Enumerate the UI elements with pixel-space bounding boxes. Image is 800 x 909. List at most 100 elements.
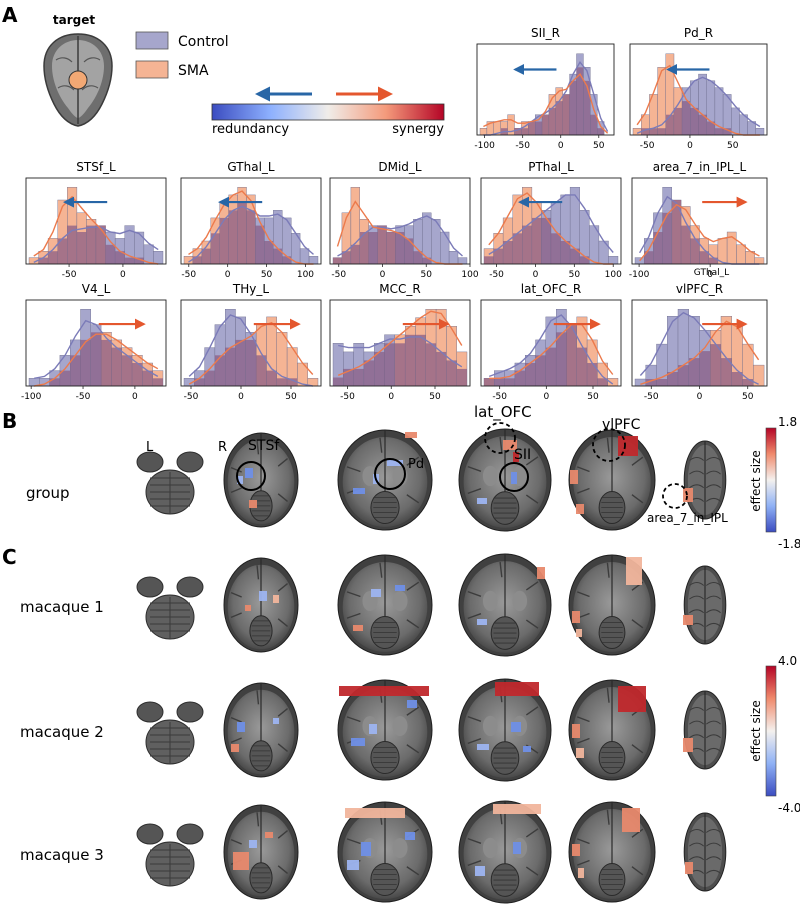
hist-bar-overlap xyxy=(576,347,588,386)
hist-bar-overlap xyxy=(287,378,298,386)
effect-voxel xyxy=(537,567,545,579)
brain-slice-mid xyxy=(337,801,433,903)
effect-voxel xyxy=(273,718,279,724)
hist-bar-overlap xyxy=(115,251,125,264)
colorbar-right-label: synergy xyxy=(392,122,444,137)
hist-bar-overlap xyxy=(587,363,598,386)
hist-tick-label: 50 xyxy=(421,270,433,280)
hist-tick-label: -50 xyxy=(489,270,504,280)
hist-bar-overlap xyxy=(363,360,375,386)
kde-control-line xyxy=(488,314,614,385)
hist-bar-overlap xyxy=(742,379,754,386)
hist-bar-overlap xyxy=(690,107,699,135)
effect-voxel xyxy=(477,744,489,750)
effect-voxel xyxy=(259,591,267,601)
hist-tick-label: 50 xyxy=(593,141,605,151)
effect-voxel xyxy=(477,498,487,504)
effect-voxel xyxy=(339,686,429,696)
effect-voxel xyxy=(249,840,257,848)
macaque-3-label: macaque 3 xyxy=(20,846,104,864)
hist-bar-overlap xyxy=(446,360,457,386)
hist-tick-label: 50 xyxy=(569,270,581,280)
hist-bar-overlap xyxy=(562,94,570,135)
hist-bar-overlap xyxy=(456,368,467,386)
effect-voxel xyxy=(405,432,417,438)
hist-bar-overlap xyxy=(699,251,709,264)
histogram-dmid-l: DMid_L -50 0 50 100 xyxy=(329,160,479,280)
hist-title: vlPFC_R xyxy=(676,282,723,296)
kde-sma-line xyxy=(337,310,463,376)
brain-slice-mid xyxy=(337,554,433,656)
hist-bar-overlap xyxy=(597,378,608,386)
hist-bar-overlap xyxy=(721,358,732,386)
hist-bar-overlap xyxy=(204,370,215,386)
hist-bar-overlap xyxy=(121,355,133,386)
hist-bar-overlap xyxy=(333,257,342,264)
hist-title: lat_OFC_R xyxy=(521,282,581,296)
hist-bar-overlap xyxy=(70,355,81,386)
brain-slice-mid xyxy=(458,800,552,904)
hist-title: SII_R xyxy=(531,26,560,40)
area7-marker xyxy=(662,483,688,509)
target-label: target xyxy=(53,13,95,27)
hist-bar-overlap xyxy=(566,324,577,386)
panel-label-a: A xyxy=(2,3,18,27)
hist-bar-overlap xyxy=(656,379,668,386)
histogram-sii-r: SII_R -100 -50 0 50 xyxy=(474,26,615,151)
hist-bar-overlap xyxy=(210,233,220,264)
hist-tick-label: -100 xyxy=(629,270,650,280)
brain-slice-mid xyxy=(458,553,552,657)
hist-tick-label: -50 xyxy=(181,270,196,280)
brain-slice-mid xyxy=(458,428,552,532)
kde-sma-line xyxy=(188,321,314,385)
hist-bar-overlap xyxy=(341,251,351,264)
hist-tick-label: 50 xyxy=(285,392,297,402)
effect-voxel xyxy=(513,452,519,462)
hist-frame xyxy=(329,299,471,387)
kde-control-line xyxy=(488,194,614,255)
legend-control-label: Control xyxy=(178,34,229,50)
brain-row-group xyxy=(136,428,727,532)
effect-voxel xyxy=(618,686,646,712)
hist-title: DMid_L xyxy=(378,160,422,174)
hist-bar-overlap xyxy=(531,217,542,264)
hist-frame xyxy=(480,177,622,265)
hist-bar-overlap xyxy=(714,128,724,135)
hist-bar-overlap xyxy=(80,339,91,386)
hist-tick-label: 0 xyxy=(543,392,549,402)
section-b-row-label: group xyxy=(26,484,70,502)
hist-bar-overlap xyxy=(214,355,226,386)
hist-tick-label: 50 xyxy=(261,270,273,280)
pd-marker xyxy=(374,458,406,490)
hist-bar-overlap xyxy=(556,332,567,386)
effect-voxel xyxy=(576,629,582,637)
hist-bar-overlap xyxy=(560,241,571,264)
hist-bar-overlap xyxy=(384,343,395,386)
hist-frame xyxy=(25,299,167,387)
hist-bar-overlap xyxy=(245,339,257,386)
effect-voxel xyxy=(618,436,638,456)
hist-bar-overlap xyxy=(101,339,112,386)
histogram-pd-r: Pd_R -50 0 50 xyxy=(629,26,768,151)
histogram-gthal-l: GThal_L -50 0 50 100 xyxy=(180,160,322,280)
legend-sma-swatch xyxy=(135,60,169,79)
hist-bar-overlap xyxy=(503,241,513,264)
effect-voxel xyxy=(351,738,365,746)
hist-bar-overlap xyxy=(681,225,691,264)
brain-row-macaque-2 xyxy=(136,678,727,782)
hist-bar-overlap xyxy=(374,351,385,386)
hist-bar-overlap xyxy=(264,241,274,264)
hist-frame xyxy=(180,177,322,265)
hist-tick-label: -50 xyxy=(62,270,77,280)
brain-slice-low xyxy=(223,557,299,653)
effect-voxel xyxy=(249,500,257,508)
colorbar-c-max: 4.0 xyxy=(778,654,797,668)
panel-label-b: B xyxy=(2,409,17,433)
hist-tick-label: 50 xyxy=(587,392,599,402)
colorbar-b-min: -1.8 xyxy=(778,537,800,551)
hist-bar-overlap xyxy=(353,368,364,386)
histogram-vlpfc-r: vlPFC_R -50 0 50 xyxy=(631,282,768,402)
hist-tick-label: -50 xyxy=(184,392,199,402)
brain-slice-mid xyxy=(458,678,552,782)
effect-voxel xyxy=(683,488,693,502)
